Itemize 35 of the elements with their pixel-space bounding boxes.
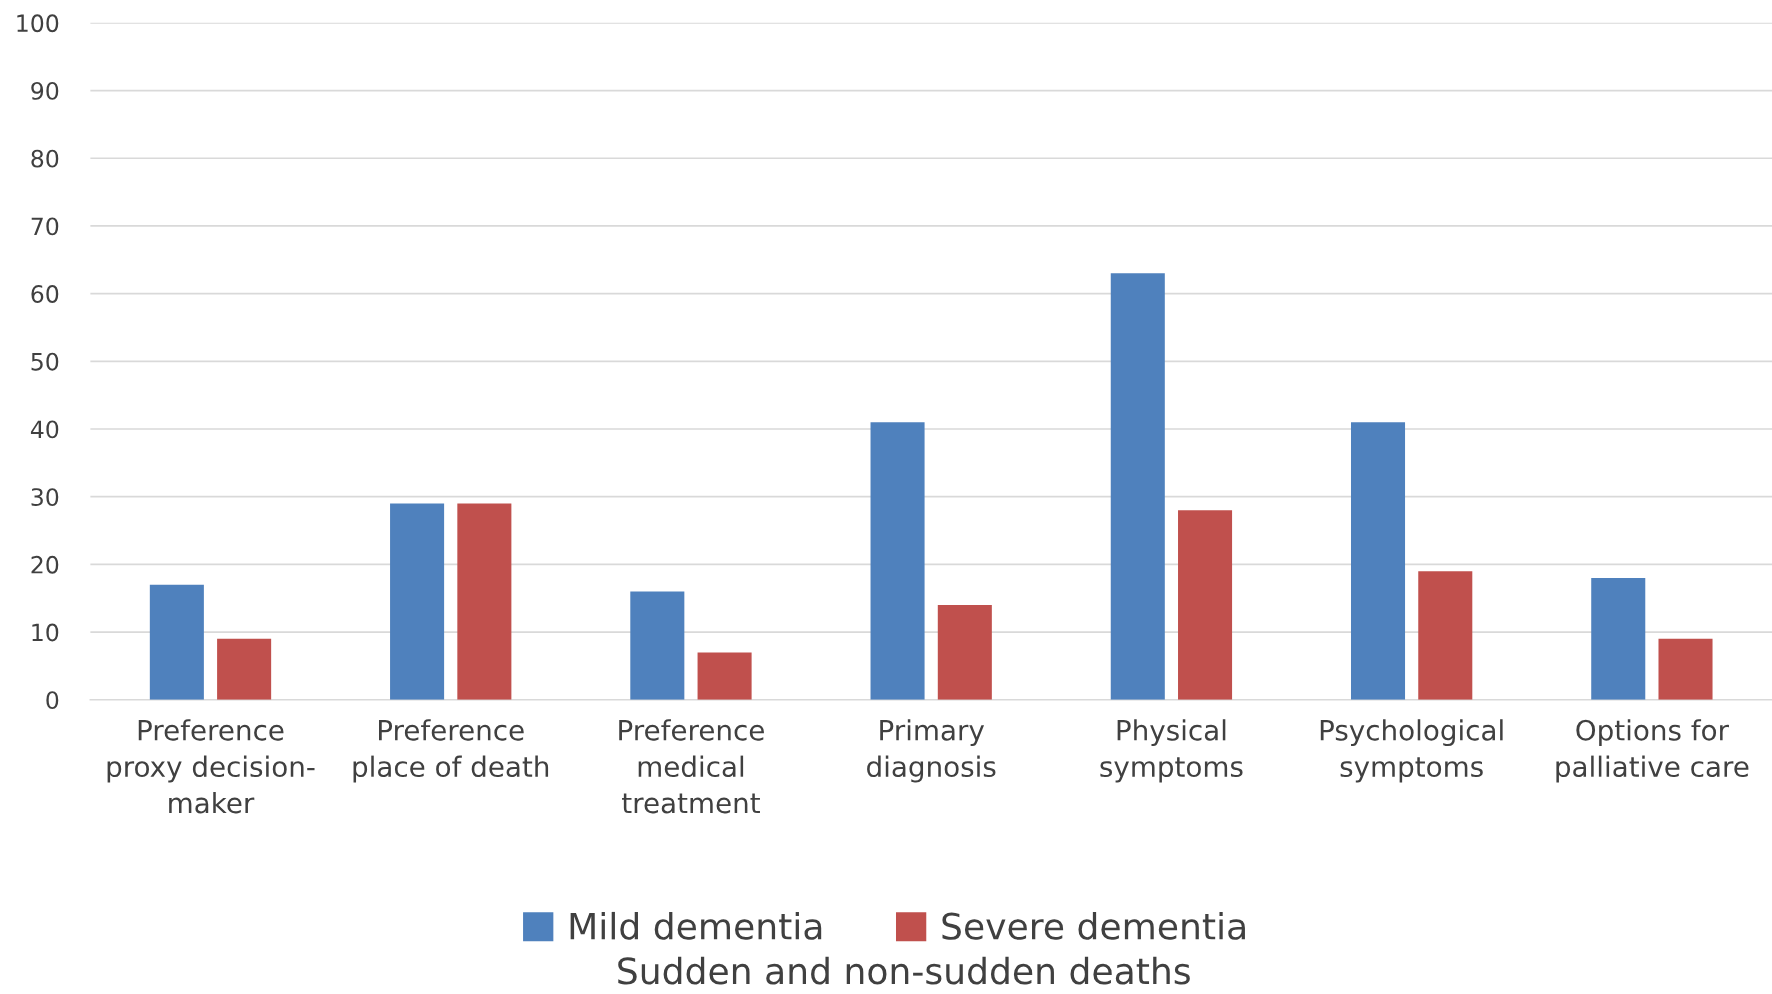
bar [217, 638, 272, 700]
x-tick-label: Preference proxy decision- maker [107, 719, 315, 814]
x-tick-label: Preference medical treatment [619, 719, 764, 814]
bar [1178, 510, 1233, 700]
y-tick-label: 30 [31, 488, 59, 507]
x-tick-label: Preference place of death [353, 719, 549, 783]
y-tick-label: 90 [31, 82, 59, 100]
bar [697, 652, 752, 700]
bar [390, 503, 445, 700]
x-tick-label: Options for palliative care [1556, 719, 1749, 783]
x-axis-title: Sudden and non-sudden deaths [618, 956, 1190, 985]
y-tick-label: 40 [30, 420, 59, 439]
bar [457, 503, 512, 700]
x-tick-label: Physical symptoms [1100, 719, 1243, 783]
legend-label: Severe dementia [942, 911, 1245, 940]
bar [1418, 571, 1473, 700]
legend-label: Mild dementia [570, 911, 822, 940]
y-tick-label: 100 [17, 14, 59, 33]
bar [937, 605, 992, 700]
y-tick-label: 70 [31, 217, 59, 236]
x-tick-label: Primary diagnosis [867, 719, 996, 783]
bar [1350, 422, 1406, 700]
bar [1658, 638, 1713, 700]
bar [1110, 273, 1165, 700]
y-tick-label: 60 [31, 285, 59, 303]
y-tick-label: 80 [31, 149, 59, 168]
bar [870, 422, 925, 700]
y-tick-label: 0 [46, 691, 59, 710]
y-tick-label: 50 [31, 352, 59, 371]
x-tick-label: Psychological symptoms [1320, 719, 1503, 783]
bar [1591, 577, 1646, 700]
y-tick-label: 20 [31, 555, 59, 574]
y-tick-label: 10 [32, 623, 59, 642]
bar [630, 591, 685, 700]
bar [149, 584, 204, 700]
